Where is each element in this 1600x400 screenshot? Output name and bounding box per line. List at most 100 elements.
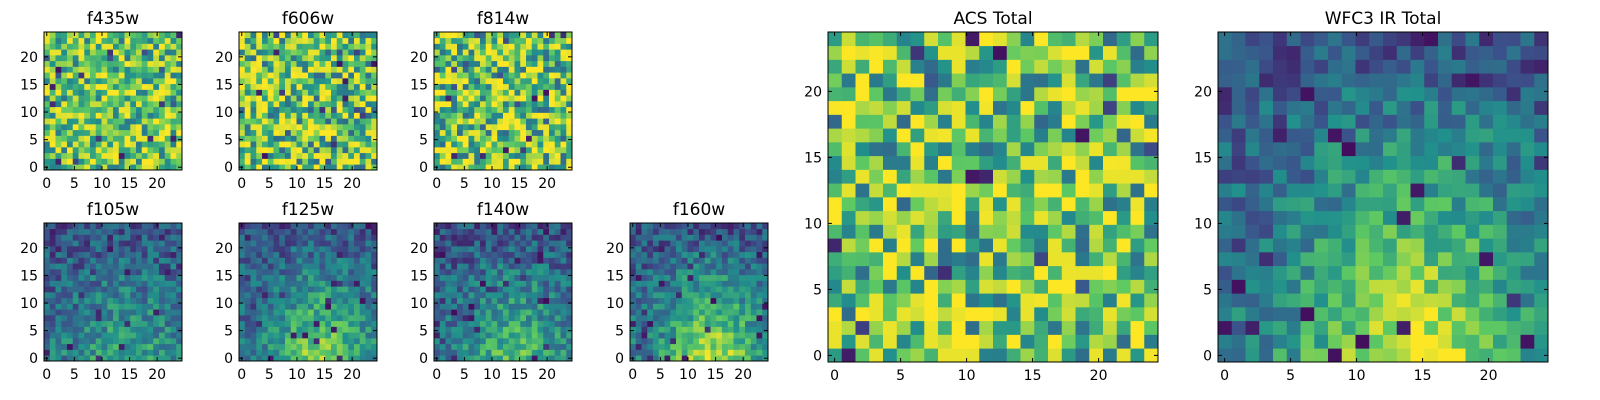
heatmap-cell xyxy=(560,124,567,131)
heatmap-cell xyxy=(147,101,154,108)
heatmap-cell xyxy=(273,158,280,165)
heatmap-cell xyxy=(290,152,297,159)
heatmap-cell xyxy=(485,257,492,264)
heatmap-cell xyxy=(543,228,550,235)
heatmap-cell xyxy=(250,315,257,322)
heatmap-cell xyxy=(136,129,143,136)
heatmap-cell xyxy=(1273,334,1288,349)
heatmap-cell xyxy=(664,315,671,322)
heatmap-cell xyxy=(716,246,723,253)
heatmap-cell xyxy=(681,274,688,281)
heatmap-cell xyxy=(543,135,550,142)
heatmap-cell xyxy=(153,234,160,241)
heatmap-cell xyxy=(296,263,303,270)
heatmap-cell xyxy=(1328,320,1343,335)
heatmap-cell xyxy=(566,251,573,258)
heatmap-cell xyxy=(745,263,752,270)
heatmap-cell xyxy=(342,106,349,113)
heatmap-cell xyxy=(101,129,108,136)
heatmap-cell xyxy=(497,32,504,39)
heatmap-cell xyxy=(354,37,361,44)
heatmap-cell xyxy=(756,303,763,310)
heatmap-cell xyxy=(153,101,160,108)
heatmap-cell xyxy=(1075,183,1090,198)
heatmap-cell xyxy=(313,240,320,247)
heatmap-cell xyxy=(267,49,274,56)
heatmap-cell xyxy=(124,66,131,73)
heatmap-cell xyxy=(302,147,309,154)
heatmap-cell xyxy=(526,274,533,281)
heatmap-cell xyxy=(325,240,332,247)
heatmap-cell xyxy=(828,307,843,322)
heatmap-cell xyxy=(503,72,510,79)
heatmap-cell xyxy=(44,118,51,125)
heatmap-cell xyxy=(354,355,361,362)
heatmap-cell xyxy=(44,303,51,310)
heatmap-cell xyxy=(72,320,79,327)
heatmap-cell xyxy=(434,234,441,241)
heatmap-cell xyxy=(704,315,711,322)
heatmap-cell xyxy=(78,95,85,102)
heatmap-cell xyxy=(313,223,320,230)
heatmap-cell xyxy=(1116,210,1131,225)
heatmap-cell xyxy=(136,326,143,333)
heatmap-cell xyxy=(526,112,533,119)
heatmap-cell xyxy=(687,234,694,241)
heatmap-cell xyxy=(1103,210,1118,225)
heatmap-cell xyxy=(704,303,711,310)
heatmap-cell xyxy=(750,309,757,316)
heatmap-cell xyxy=(348,141,355,148)
heatmap-cell xyxy=(1075,169,1090,184)
heatmap-cell xyxy=(704,269,711,276)
heatmap-cell xyxy=(474,228,481,235)
heatmap-cell xyxy=(566,320,573,327)
heatmap-cell xyxy=(244,326,251,333)
heatmap-cell xyxy=(993,87,1008,102)
heatmap-cell xyxy=(549,124,556,131)
heatmap-cell xyxy=(1075,197,1090,212)
heatmap-cell xyxy=(95,95,102,102)
heatmap-cell xyxy=(670,240,677,247)
heatmap-cell xyxy=(543,326,550,333)
heatmap-cell xyxy=(55,72,62,79)
heatmap-cell xyxy=(153,338,160,345)
heatmap-cell xyxy=(296,158,303,165)
heatmap-cell xyxy=(113,320,120,327)
heatmap-cell xyxy=(170,78,177,85)
heatmap-cell xyxy=(118,223,125,230)
heatmap-cell xyxy=(279,355,286,362)
heatmap-cell xyxy=(739,355,746,362)
heatmap-cell xyxy=(136,164,143,171)
heatmap-cell xyxy=(147,66,154,73)
heatmap-cell xyxy=(566,309,573,316)
heatmap-cell xyxy=(716,315,723,322)
heatmap-cell xyxy=(445,43,452,50)
heatmap-cell xyxy=(107,269,114,276)
heatmap-cell xyxy=(107,263,114,270)
heatmap-cell xyxy=(176,66,183,73)
heatmap-cell xyxy=(1034,45,1049,60)
heatmap-cell xyxy=(239,112,246,119)
heatmap-cell xyxy=(319,101,326,108)
heatmap-cell xyxy=(543,355,550,362)
heatmap-cell xyxy=(78,297,85,304)
heatmap-cell xyxy=(462,37,469,44)
heatmap-cell xyxy=(302,269,309,276)
heatmap-cell xyxy=(549,135,556,142)
heatmap-cell xyxy=(354,124,361,131)
heatmap-cell xyxy=(153,349,160,356)
heatmap-cell xyxy=(176,263,183,270)
heatmap-cell xyxy=(896,45,911,60)
heatmap-cell xyxy=(1006,320,1021,335)
heatmap-cell xyxy=(457,246,464,253)
heatmap-cell xyxy=(687,280,694,287)
heatmap-cell xyxy=(1116,73,1131,88)
heatmap-cell xyxy=(1383,293,1398,308)
heatmap-cell xyxy=(951,307,966,322)
heatmap-cell xyxy=(61,228,68,235)
heatmap-cell xyxy=(462,303,469,310)
heatmap-cell xyxy=(170,303,177,310)
x-tick-label: 15 xyxy=(316,367,334,383)
heatmap-cell xyxy=(508,112,515,119)
heatmap-cell xyxy=(635,349,642,356)
